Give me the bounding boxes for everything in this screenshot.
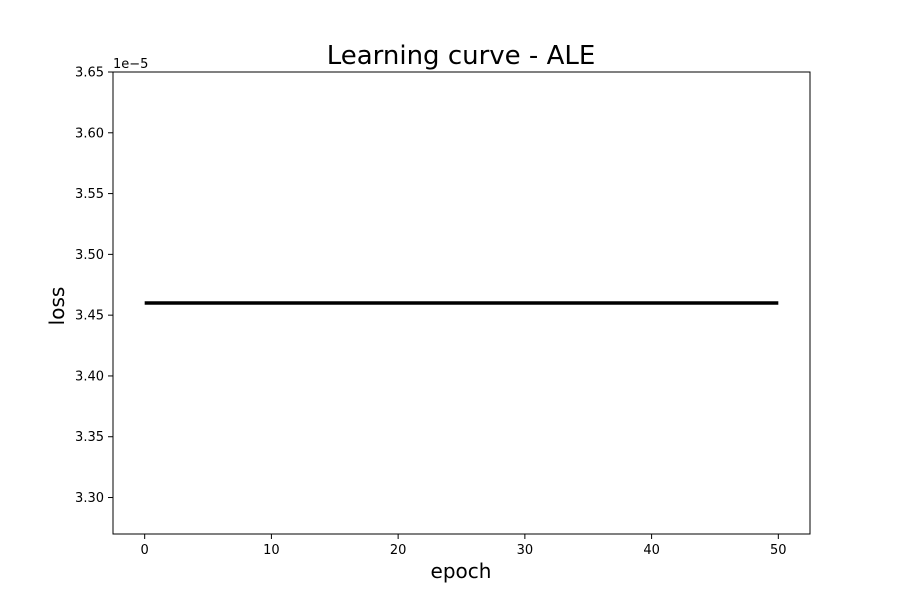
y-tick-label: 3.35: [75, 430, 104, 445]
y-tick-label: 3.60: [75, 126, 104, 141]
y-tick-label: 3.45: [75, 309, 104, 324]
x-tick-label: 20: [390, 543, 407, 558]
y-tick-label: 3.55: [75, 187, 104, 202]
y-tick-label: 3.40: [75, 369, 104, 384]
chart-title: Learning curve - ALE: [327, 41, 596, 71]
x-tick-label: 30: [517, 543, 534, 558]
y-tick-label: 3.50: [75, 248, 104, 263]
x-axis-label: epoch: [431, 559, 492, 583]
y-tick-label: 3.30: [75, 491, 104, 506]
y-axis-offset-label: 1e−5: [113, 57, 148, 72]
x-tick-label: 0: [141, 543, 149, 558]
x-tick-label: 10: [263, 543, 280, 558]
x-tick-label: 40: [643, 543, 660, 558]
x-tick-label: 50: [770, 543, 787, 558]
y-tick-label: 3.65: [75, 66, 104, 81]
y-axis-label: loss: [45, 287, 69, 326]
